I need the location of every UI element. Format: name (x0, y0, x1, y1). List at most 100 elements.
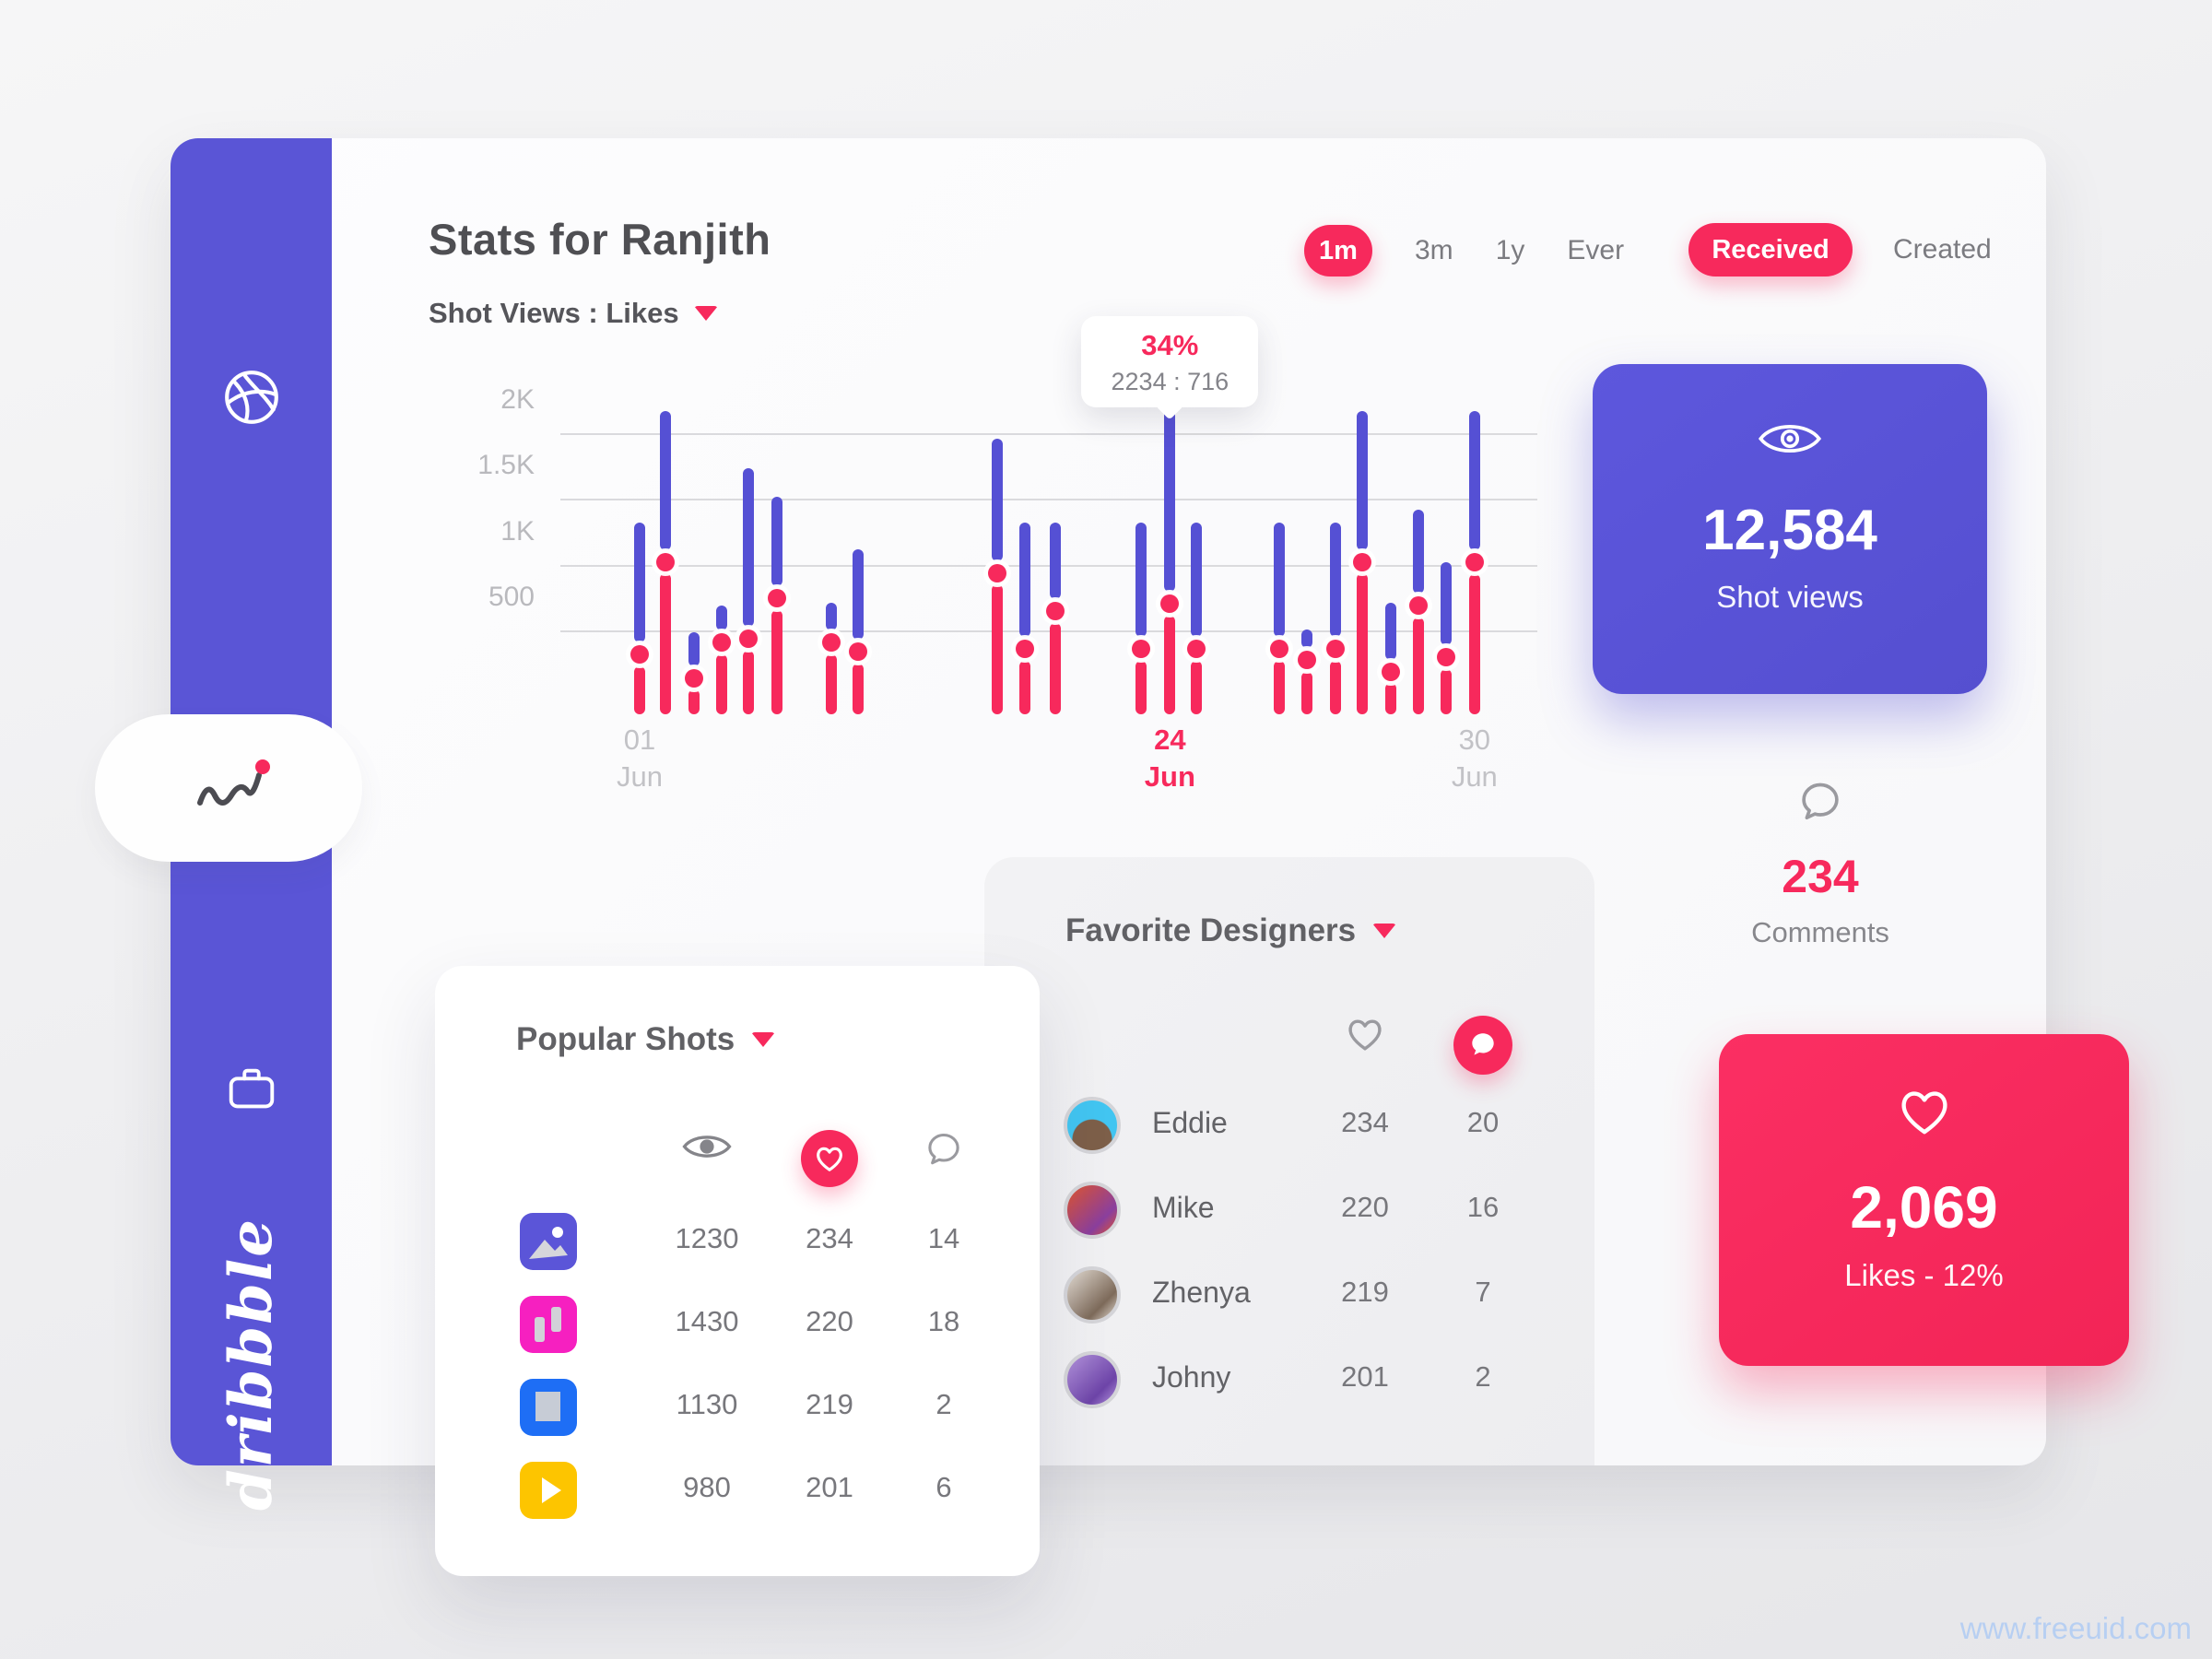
bar-group-day-13[interactable] (1160, 382, 1180, 714)
shot-comments: 6 (935, 1471, 952, 1503)
shot-thumbnail-panels (520, 1296, 577, 1353)
bar-group-day-8[interactable] (848, 382, 867, 714)
heart-outline-icon (1348, 1019, 1382, 1051)
shot-row-4[interactable]: 980 201 6 (435, 1456, 1040, 1539)
tooltip-percent: 34% (1141, 329, 1199, 361)
bar-group-day-11[interactable] (1045, 382, 1065, 714)
likes-bar (715, 653, 727, 714)
bar-group-day-10[interactable] (1016, 382, 1035, 714)
bar-group-day-16[interactable] (1298, 382, 1317, 714)
filter-1m[interactable]: 1m (1304, 225, 1372, 276)
x-tick-label: 24 Jun (1144, 724, 1195, 793)
views-bar (991, 439, 1003, 561)
likes-bar (688, 689, 700, 714)
shot-likes: 220 (806, 1305, 853, 1337)
bar-group-day-1[interactable] (630, 382, 650, 714)
bar-group-day-9[interactable] (987, 382, 1006, 714)
likes-dot (1186, 640, 1206, 659)
x-tick-label: 01 Jun (617, 724, 664, 793)
designer-row-zhenya[interactable]: Zhenya 219 7 (984, 1259, 1594, 1344)
bar-group-day-6[interactable] (767, 382, 786, 714)
designer-name: Mike (1152, 1191, 1215, 1224)
shot-row-3[interactable]: 1130 219 2 (435, 1373, 1040, 1456)
likes-dot (1382, 662, 1401, 681)
popular-shots-card: Popular Shots (435, 966, 1040, 1576)
bar-group-day-4[interactable] (712, 382, 731, 714)
popular-shots-dropdown[interactable]: Popular Shots (516, 1021, 776, 1058)
y-tick-label: 2K (500, 384, 535, 415)
shots-column-headers (435, 1130, 1040, 1194)
bar-group-day-22[interactable] (1465, 382, 1484, 714)
bar-group-day-17[interactable] (1325, 382, 1345, 714)
likes-bar (1135, 661, 1147, 714)
likes-dot (848, 642, 867, 662)
dribbble-ball-icon (221, 371, 282, 431)
sort-by-likes-button[interactable] (1333, 1016, 1397, 1057)
shot-thumbnail-image (520, 1213, 577, 1270)
favorite-designers-title: Favorite Designers (1065, 912, 1357, 948)
eye-icon (682, 1135, 732, 1158)
shot-views: 1130 (676, 1388, 738, 1420)
sidebar-item-projects[interactable] (223, 1060, 280, 1122)
designer-row-mike[interactable]: Mike 220 16 (984, 1174, 1594, 1259)
chart-tooltip: 34% 2234 : 716 (1081, 316, 1259, 407)
views-bar (1441, 562, 1453, 645)
shot-row-1[interactable]: 1230 234 14 (435, 1207, 1040, 1290)
views-bar (1468, 411, 1480, 551)
views-bar (659, 411, 671, 550)
watermark-link[interactable]: www.freeuid.com (1959, 1611, 2192, 1645)
bar-group-day-18[interactable] (1353, 382, 1372, 714)
bar-group-day-15[interactable] (1269, 382, 1288, 714)
bar-group-day-12[interactable] (1131, 382, 1150, 714)
avatar (1064, 1266, 1121, 1324)
bar-group-day-20[interactable] (1408, 382, 1428, 714)
likes-dot (1160, 594, 1180, 613)
sidebar-item-activity[interactable] (95, 714, 362, 862)
heart-icon (1901, 1091, 1947, 1135)
views-bar (1273, 523, 1285, 638)
bar-group-day-19[interactable] (1382, 382, 1401, 714)
shot-row-2[interactable]: 1430 220 18 (435, 1290, 1040, 1373)
sort-by-views-button[interactable] (665, 1130, 748, 1168)
views-bar (852, 549, 864, 641)
designer-row-johny[interactable]: Johny 201 2 (984, 1344, 1594, 1429)
designer-name: Eddie (1152, 1106, 1228, 1139)
designer-row-eddie[interactable]: Eddie 234 20 (984, 1089, 1594, 1174)
chart: 01 Jun 24 Jun 30 Jun 34% 2234 : 716 (560, 316, 1537, 793)
gridline-500 (560, 629, 1537, 632)
chart-y-axis: 2K 1.5K 1K 500 (406, 382, 535, 698)
comment-icon (928, 1133, 959, 1165)
bar-group-day-5[interactable] (739, 382, 759, 714)
likes-dot (1298, 650, 1317, 669)
likes-bar (1412, 618, 1424, 714)
designer-name: Johny (1152, 1360, 1231, 1394)
sort-by-comments-button[interactable] (1451, 1016, 1515, 1075)
filter-ever[interactable]: Ever (1567, 235, 1625, 265)
sort-by-likes-button[interactable] (793, 1130, 866, 1187)
bar-group-day-14[interactable] (1186, 382, 1206, 714)
likes-dot (1016, 640, 1035, 659)
likes-dot (1465, 553, 1484, 572)
bar-group-day-2[interactable] (655, 382, 675, 714)
x-tick-label: 30 Jun (1451, 724, 1498, 793)
sidebar-item-home[interactable] (221, 367, 282, 432)
filter-3m[interactable]: 3m (1415, 235, 1453, 265)
bar-group-day-21[interactable] (1437, 382, 1456, 714)
views-bar (1412, 510, 1424, 594)
comments-value: 234 (1782, 851, 1859, 902)
shot-comments: 18 (927, 1305, 960, 1337)
sort-by-comments-button[interactable] (907, 1130, 981, 1175)
bar-group-day-7[interactable] (822, 382, 841, 714)
likes-dot (1408, 596, 1428, 616)
filter-created[interactable]: Created (1893, 234, 1992, 265)
gridline-1.5K (560, 499, 1537, 501)
comments-label: Comments (1751, 916, 1889, 948)
favorite-designers-dropdown[interactable]: Favorite Designers (1065, 912, 1397, 949)
chart-metric-dropdown[interactable]: Shot Views : Likes (429, 297, 718, 330)
filter-received[interactable]: Received (1688, 223, 1853, 276)
dribbble-wordmark: dribbble (216, 1217, 286, 1512)
filter-1y[interactable]: 1y (1495, 235, 1525, 265)
bar-group-day-3[interactable] (685, 382, 704, 714)
likes-bar (826, 653, 838, 714)
likes-dot (1437, 647, 1456, 666)
